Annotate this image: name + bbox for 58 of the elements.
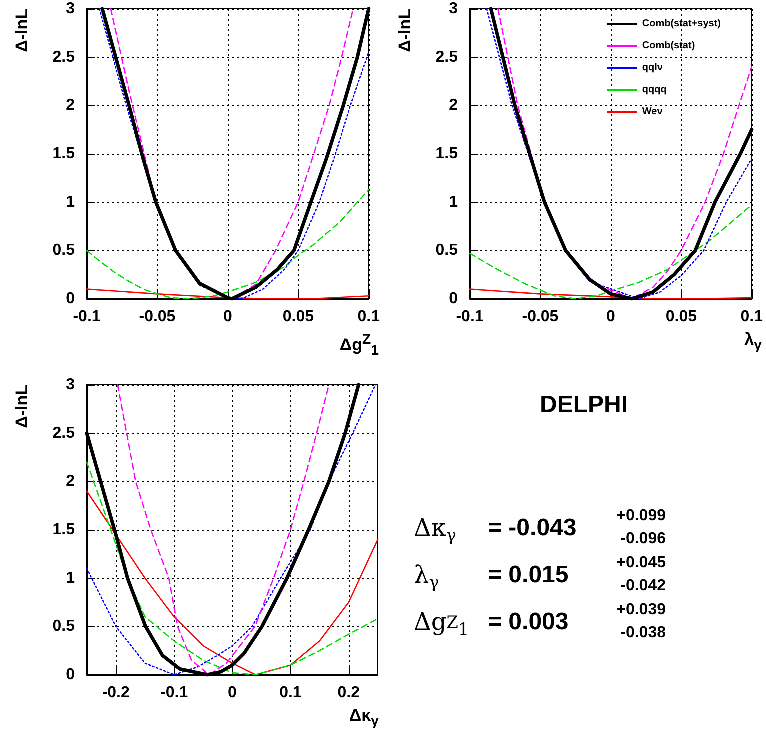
text: +0.045: [616, 554, 666, 572]
x-tick-label: 0.05: [282, 308, 314, 326]
x-tick-label: -0.05: [139, 308, 176, 326]
text: -0.042: [620, 578, 666, 594]
y-tick-label: 2: [66, 97, 76, 114]
y-tick-label: 3: [66, 0, 76, 18]
x-tick-label: 0.2: [338, 684, 360, 702]
text: -0.038: [620, 624, 666, 642]
x-tick-label: 0.1: [740, 308, 764, 326]
x-tick-label: 0.1: [358, 308, 380, 326]
text: = -0.043: [488, 514, 577, 542]
legend-label: Comb(stat+syst): [642, 18, 722, 30]
y-tick-label: 1.5: [52, 146, 76, 162]
x-tick-label: -0.1: [160, 684, 188, 702]
line-series: [117, 384, 330, 676]
x-tick-label: -0.2: [102, 684, 130, 702]
y-tick-label: 1: [449, 194, 458, 211]
y-tick-label: 0.5: [436, 242, 458, 260]
text: +0.099: [616, 508, 666, 524]
x-axis-title: λ$_{γ}$: [744, 330, 762, 356]
legend-label: qqlν: [642, 62, 664, 74]
y-axis-title: Δ-lnL: [12, 385, 32, 428]
text: ΔgZ1: [414, 608, 470, 640]
y-tick-label: 2.5: [52, 48, 76, 66]
x-tick-label: 0.1: [280, 684, 302, 702]
y-tick-label: 0: [66, 666, 76, 684]
y-tick-label: 0.5: [52, 242, 76, 260]
y-axis-title: Δ-lnL: [12, 9, 32, 52]
x-tick-label: -0.1: [73, 308, 101, 326]
x-axis-title: Δκ$_{γ}$: [349, 706, 379, 732]
y-tick-label: 2: [66, 473, 76, 490]
y-tick-label: 1: [66, 194, 76, 211]
x-tick-label: 0.05: [666, 308, 698, 326]
x-tick-label: 0: [228, 684, 238, 702]
y-tick-label: 2: [449, 97, 458, 114]
legend-label: Weν: [642, 106, 664, 118]
x-tick-label: 0: [606, 308, 616, 326]
text: DELPHI: [540, 392, 628, 418]
text: +0.039: [616, 602, 666, 618]
y-tick-label: 2.5: [436, 48, 458, 66]
x-tick-label: 0: [223, 308, 232, 326]
y-tick-label: 1: [66, 570, 76, 587]
y-tick-label: 3: [449, 0, 458, 18]
y-axis-title: Δ-lnL: [396, 9, 414, 52]
legend-label: Comb(stat): [642, 40, 696, 52]
y-tick-label: 0.5: [52, 618, 76, 636]
x-tick-label: -0.05: [522, 308, 559, 326]
x-tick-label: -0.1: [456, 308, 484, 326]
y-tick-label: 2.5: [52, 424, 76, 442]
text: = 0.015: [488, 562, 569, 588]
legend-label: qqqq: [642, 84, 667, 96]
text: -0.096: [620, 530, 666, 548]
y-tick-label: 3: [66, 376, 76, 394]
y-tick-label: 0: [449, 290, 458, 308]
y-tick-label: 0: [66, 290, 76, 308]
text: = 0.003: [488, 608, 569, 636]
y-tick-label: 1.5: [436, 146, 458, 162]
y-tick-label: 1.5: [52, 522, 76, 538]
